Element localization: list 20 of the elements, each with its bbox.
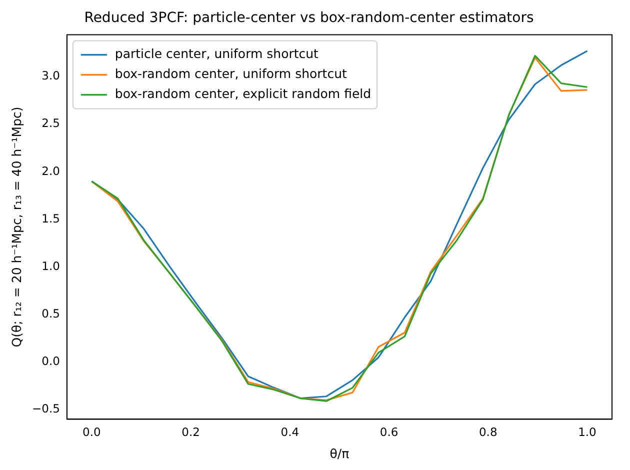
y-tick-label: 2.5 bbox=[42, 116, 60, 130]
chart-title: Reduced 3PCF: particle-center vs box-random-center estimators bbox=[84, 10, 534, 26]
y-tick-label: 3.0 bbox=[42, 68, 60, 83]
x-tick-label: 0.8 bbox=[478, 425, 498, 440]
x-tick-label: 0.6 bbox=[380, 425, 398, 440]
legend-label: box-random center, explicit random field bbox=[114, 86, 372, 102]
y-axis-title: Q(θ; r₁₂ = 20 h⁻¹Mpc, r₁₃ = 40 h⁻¹Mpc) bbox=[8, 106, 24, 348]
x-tick-label: 1.0 bbox=[578, 425, 596, 440]
y-tick-label: 1.0 bbox=[42, 258, 60, 273]
y-tick-label: 2.0 bbox=[42, 164, 60, 178]
y-tick-label: 1.5 bbox=[42, 211, 60, 226]
y-tick-label: 0.5 bbox=[42, 306, 60, 321]
legend-label: box-random center, uniform shortcut bbox=[114, 66, 347, 82]
x-tick-label: 0.0 bbox=[82, 425, 101, 440]
y-tick-label: −0.5 bbox=[32, 402, 60, 416]
y-tick-label: 0.0 bbox=[42, 354, 60, 368]
x-tick-label: 0.4 bbox=[280, 425, 300, 440]
legend-label: particle center, uniform shortcut bbox=[114, 46, 319, 62]
x-tick-label: 0.2 bbox=[182, 425, 200, 440]
x-axis-title: θ/π bbox=[330, 446, 350, 461]
